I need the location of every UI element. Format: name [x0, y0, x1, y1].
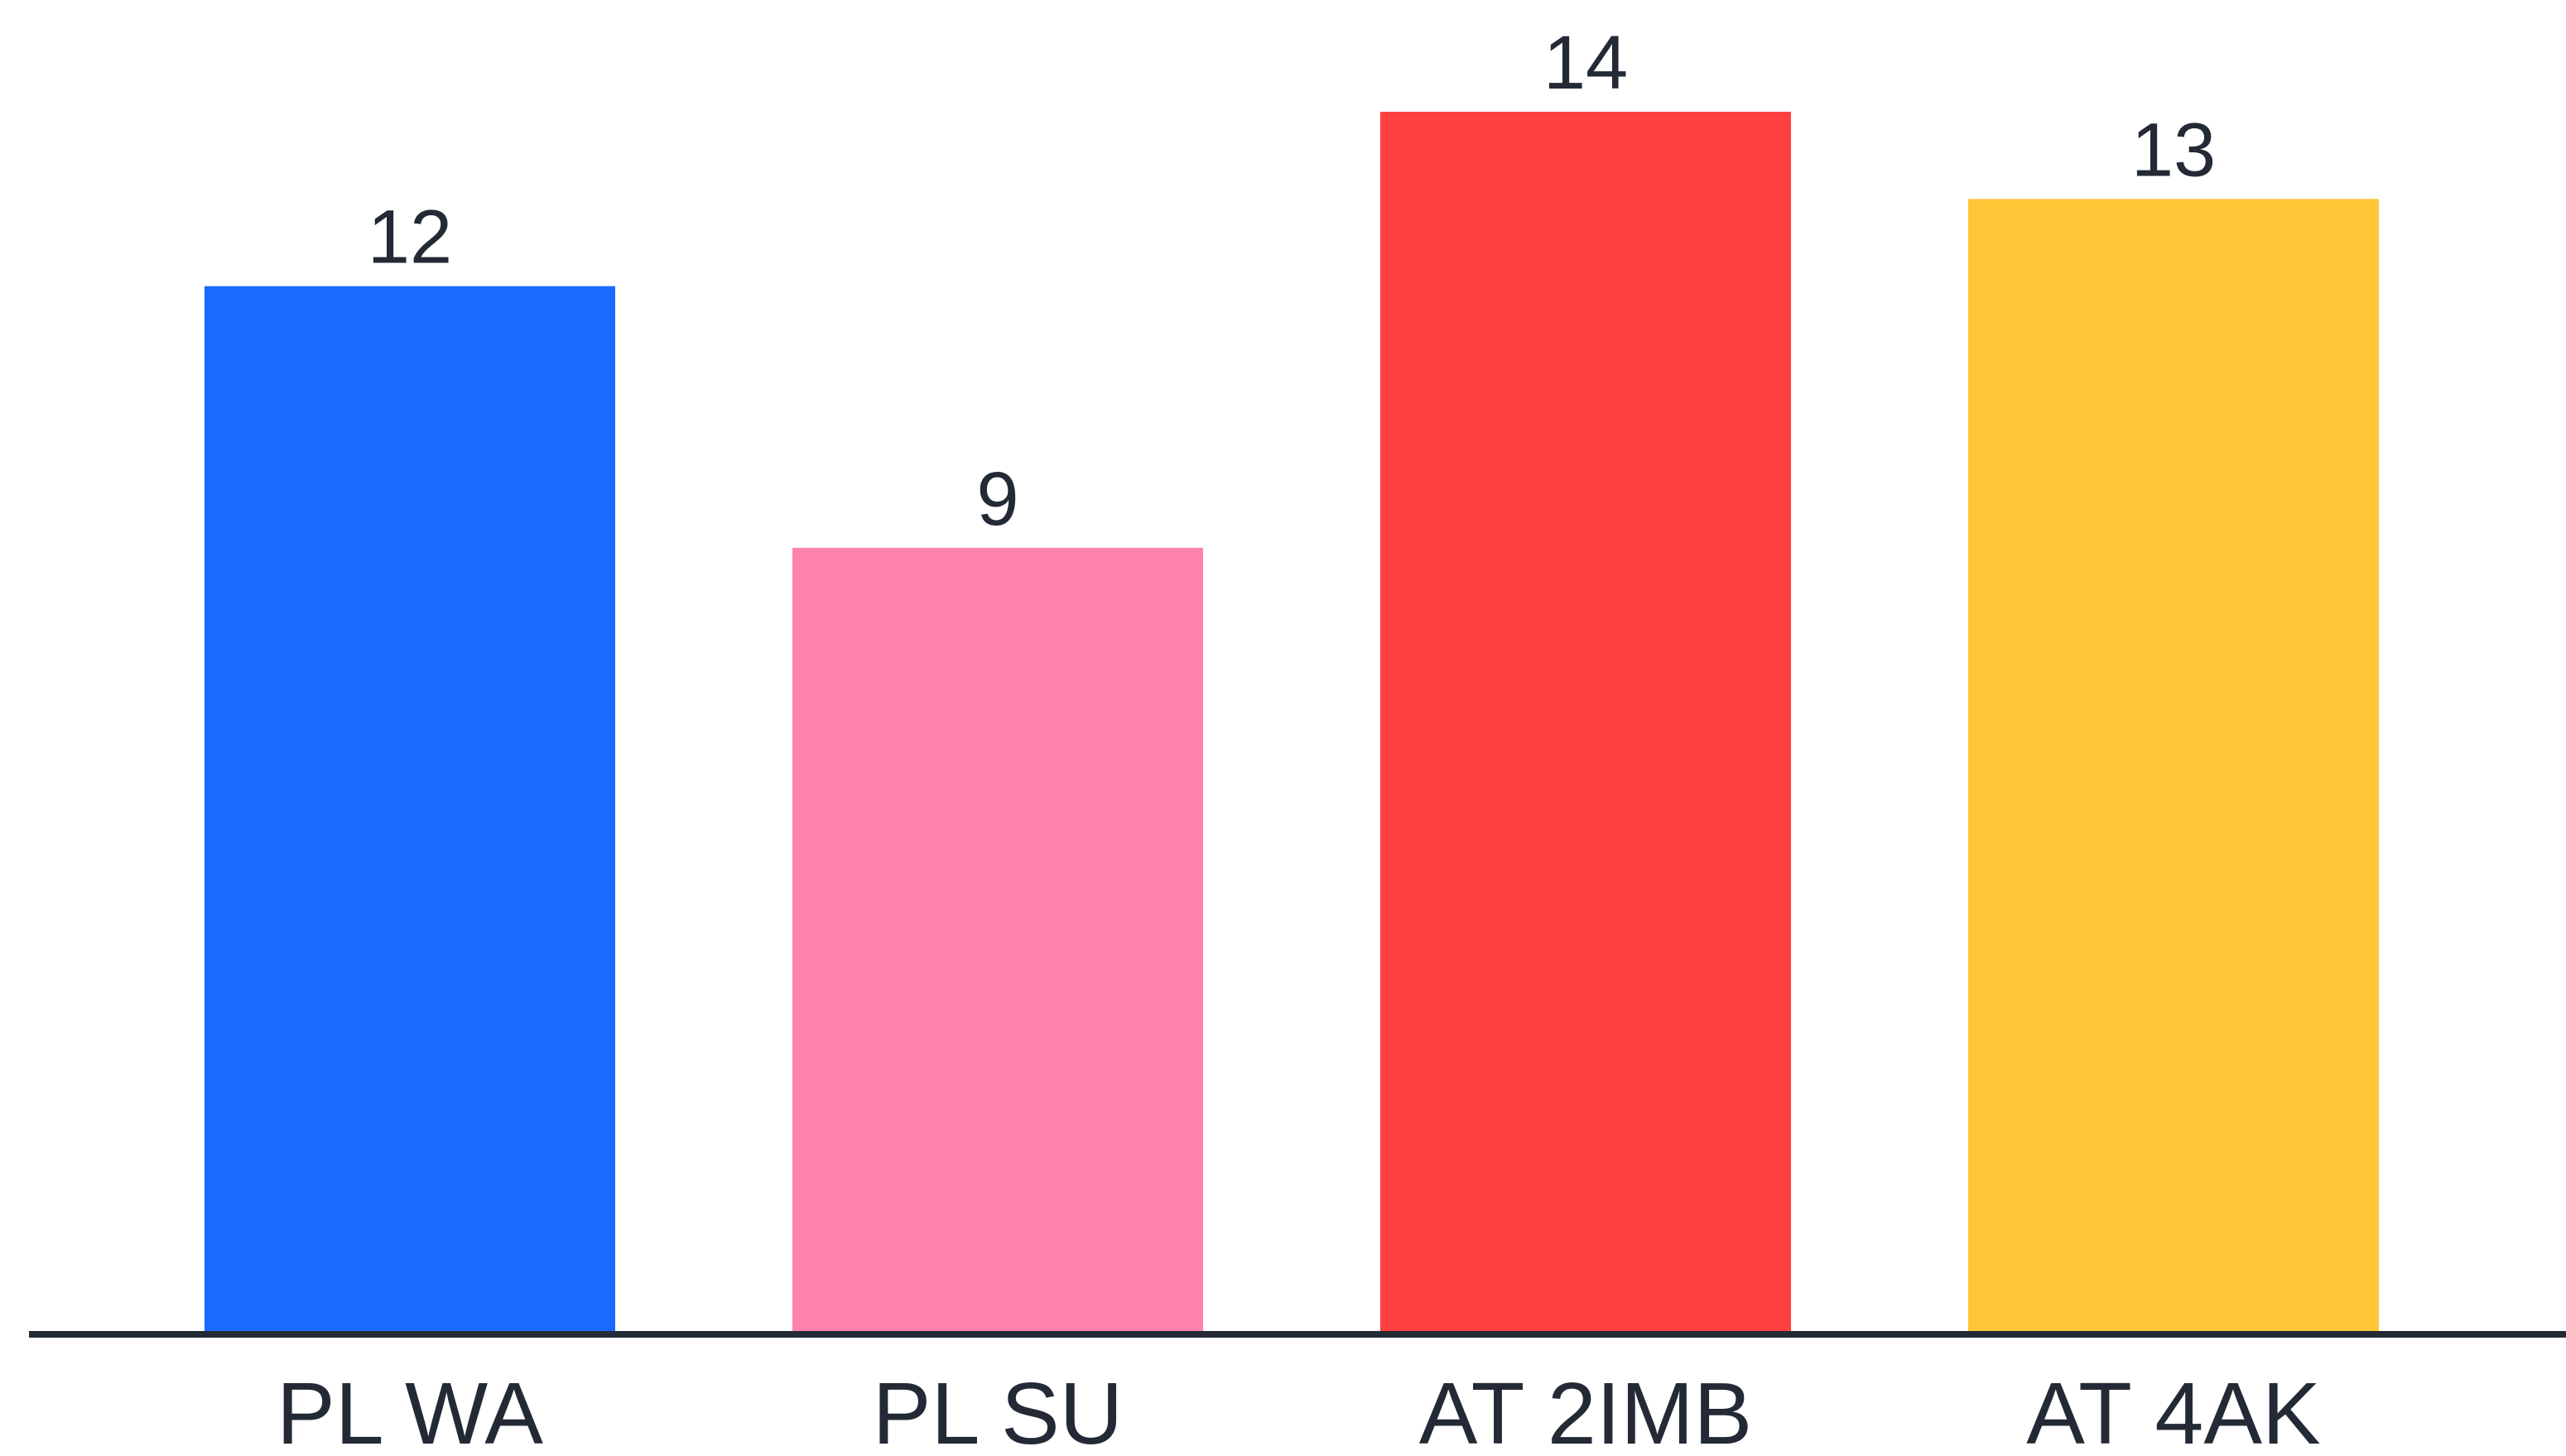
bar-pl-wa — [205, 286, 615, 1333]
x-tick-labels-group: PL WA PL SU AT 2IMB AT 4AK — [277, 1365, 2321, 1456]
x-tick-label-at-2imb: AT 2IMB — [1419, 1365, 1753, 1456]
bar-at-2imb — [1380, 112, 1791, 1333]
x-tick-label-at-4ak: AT 4AK — [2026, 1365, 2320, 1456]
bar-at-4ak — [1968, 199, 2379, 1333]
data-label-at-4ak: 13 — [2131, 108, 2216, 192]
x-tick-label-pl-wa: PL WA — [277, 1365, 543, 1456]
data-label-at-2imb: 14 — [1543, 21, 1628, 105]
bar-pl-su — [792, 548, 1203, 1333]
data-label-pl-su: 9 — [976, 457, 1018, 541]
data-label-pl-wa: 12 — [368, 195, 452, 280]
value-labels-group: 12 9 14 13 — [368, 21, 2216, 541]
x-tick-label-pl-su: PL SU — [873, 1365, 1123, 1456]
bars-group — [205, 112, 2379, 1333]
